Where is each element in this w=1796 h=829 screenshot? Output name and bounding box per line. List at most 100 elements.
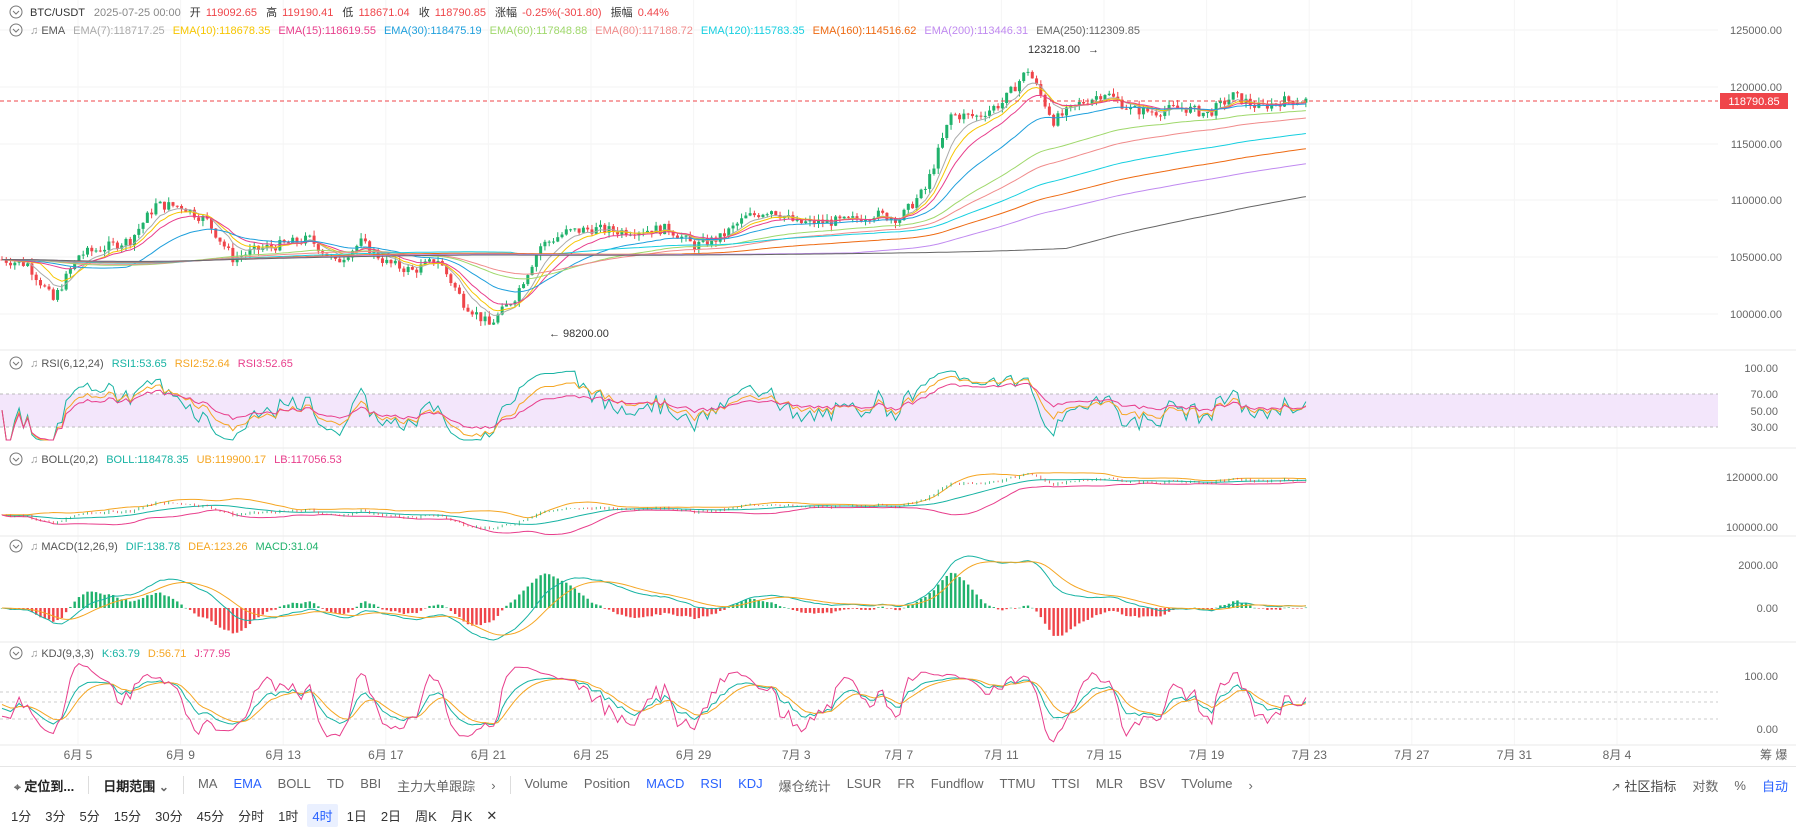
candle-body bbox=[1099, 96, 1103, 100]
main-indicator-bbi[interactable]: BBI bbox=[360, 775, 382, 791]
macd-bar bbox=[526, 586, 530, 608]
main-indicator-ma[interactable]: MA bbox=[197, 775, 218, 791]
auto-scale-button[interactable]: 自动 bbox=[1761, 778, 1788, 794]
candle-body bbox=[795, 218, 799, 221]
community-indicators-button[interactable]: ↗ 社区指标 bbox=[1610, 778, 1677, 794]
interval-1分[interactable]: 1分 bbox=[11, 809, 32, 824]
candle-body bbox=[517, 288, 521, 302]
candle-body bbox=[504, 304, 508, 307]
macd-bar bbox=[548, 574, 551, 608]
ema-toggle-icon[interactable] bbox=[9, 23, 23, 37]
interval-3分[interactable]: 3分 bbox=[45, 809, 66, 824]
macd-bar bbox=[881, 606, 884, 608]
macd-bar bbox=[642, 608, 645, 618]
interval-1日[interactable]: 1日 bbox=[346, 809, 367, 824]
interval-分时[interactable]: 分时 bbox=[238, 809, 265, 824]
date-range-button[interactable]: 日期范围 ⌄ bbox=[103, 778, 169, 794]
candle-body bbox=[462, 293, 466, 308]
boll-toggle-icon[interactable] bbox=[9, 452, 23, 466]
candle-body bbox=[64, 273, 68, 290]
percent-scale-button[interactable]: % bbox=[1734, 777, 1746, 793]
rsi-toggle-icon[interactable] bbox=[9, 356, 23, 370]
kdj-toggle-icon[interactable] bbox=[9, 646, 23, 660]
candle-body bbox=[346, 257, 350, 260]
boll-line bbox=[1, 472, 1306, 519]
candle-body bbox=[513, 301, 517, 305]
candle-body bbox=[851, 216, 855, 218]
candle-body bbox=[479, 312, 483, 322]
macd-bar bbox=[795, 608, 799, 611]
sub-indicator-rsi[interactable]: RSI bbox=[700, 775, 723, 791]
boll-legend: ♫ BOLL(20,2) BOLL:118478.35 UB:119900.17 LB… bbox=[9, 452, 342, 466]
chart-canvas[interactable]: BTC/USDT 2025-07-25 00:00 开 119092.65 高 … bbox=[0, 0, 1796, 766]
interval-4时[interactable]: 4时 bbox=[307, 804, 338, 827]
locate-button[interactable]: ⌖ 定位到... bbox=[14, 778, 75, 794]
candle-body bbox=[278, 239, 282, 251]
sub-indicator-macd[interactable]: MACD bbox=[646, 775, 685, 791]
svg-text:123218.00: 123218.00 bbox=[1028, 44, 1080, 56]
macd-bar bbox=[441, 605, 444, 608]
main-indicator-ema[interactable]: EMA bbox=[233, 775, 262, 791]
sub-indicator-fr[interactable]: FR bbox=[897, 775, 915, 791]
macd-bar bbox=[577, 592, 581, 608]
interval-5分[interactable]: 5分 bbox=[79, 809, 100, 824]
macd-bar bbox=[624, 608, 628, 617]
macd-bar bbox=[590, 602, 594, 608]
macd-bar bbox=[1223, 604, 1226, 608]
main-indicator-boll[interactable]: BOLL bbox=[277, 775, 311, 791]
sub-indicator-爆仓统计[interactable]: 爆仓统计 bbox=[778, 778, 831, 794]
candle-body bbox=[1270, 103, 1274, 109]
chevron-right-icon[interactable]: › bbox=[491, 777, 496, 793]
macd-bar bbox=[684, 608, 688, 616]
macd-bar bbox=[1155, 608, 1158, 617]
candle-body bbox=[410, 267, 414, 270]
sub-indicator-fundflow[interactable]: Fundflow bbox=[930, 775, 984, 791]
macd-line bbox=[1, 561, 1306, 636]
macd-bar bbox=[436, 604, 440, 608]
interval-45分[interactable]: 45分 bbox=[196, 809, 225, 824]
interval-15分[interactable]: 15分 bbox=[113, 809, 142, 824]
macd-bar bbox=[483, 608, 487, 623]
interval-周K[interactable]: 周K bbox=[415, 809, 437, 824]
candle-body bbox=[209, 218, 213, 229]
macd-bar bbox=[471, 608, 474, 626]
sub-indicator-ttsi[interactable]: TTSI bbox=[1051, 775, 1080, 791]
sub-indicator-ttmu[interactable]: TTMU bbox=[999, 775, 1036, 791]
chevron-down-icon: ⌄ bbox=[158, 779, 169, 794]
macd-toggle-icon[interactable] bbox=[9, 539, 23, 553]
sub-indicator-position[interactable]: Position bbox=[583, 775, 631, 791]
sub-indicator-mlr[interactable]: MLR bbox=[1095, 775, 1124, 791]
main-indicator-主力大单跟踪[interactable]: 主力大单跟踪 bbox=[397, 778, 476, 794]
candle-body bbox=[1253, 104, 1257, 108]
sub-indicator-volume[interactable]: Volume bbox=[524, 775, 568, 791]
candle-body bbox=[1082, 102, 1086, 104]
macd-bar bbox=[492, 608, 495, 621]
interval-1时[interactable]: 1时 bbox=[278, 809, 299, 824]
macd-bar bbox=[1108, 608, 1111, 612]
candle-body bbox=[171, 202, 175, 206]
close-icon[interactable]: ✕ bbox=[486, 807, 498, 823]
interval-2日[interactable]: 2日 bbox=[380, 809, 402, 824]
interval-30分[interactable]: 30分 bbox=[155, 809, 183, 824]
interval-月K[interactable]: 月K bbox=[450, 809, 473, 824]
time-tick: 7月 19 bbox=[1189, 748, 1225, 762]
candle-body bbox=[269, 244, 273, 248]
macd-bar bbox=[500, 608, 504, 611]
main-indicator-td[interactable]: TD bbox=[326, 775, 345, 791]
log-scale-button[interactable]: 对数 bbox=[1692, 778, 1719, 794]
header-toggle-icon[interactable] bbox=[9, 5, 23, 19]
macd-tick: 0.00 bbox=[1757, 603, 1778, 615]
candle-body bbox=[889, 218, 893, 221]
price-tick: 120000.00 bbox=[1730, 82, 1782, 94]
sub-indicator-lsur[interactable]: LSUR bbox=[846, 775, 882, 791]
candle-body bbox=[380, 258, 384, 263]
macd-bar bbox=[565, 582, 568, 608]
sub-indicator-tvolume[interactable]: TVolume bbox=[1181, 775, 1233, 791]
sub-indicator-bsv[interactable]: BSV bbox=[1139, 775, 1166, 791]
sub-indicator-kdj[interactable]: KDJ bbox=[738, 775, 763, 791]
locate-icon: ⌖ bbox=[14, 779, 21, 794]
candle-body bbox=[167, 202, 171, 210]
chevron-right-icon[interactable]: › bbox=[1248, 777, 1253, 793]
macd-bar bbox=[800, 608, 803, 613]
macd-bar bbox=[193, 608, 196, 614]
